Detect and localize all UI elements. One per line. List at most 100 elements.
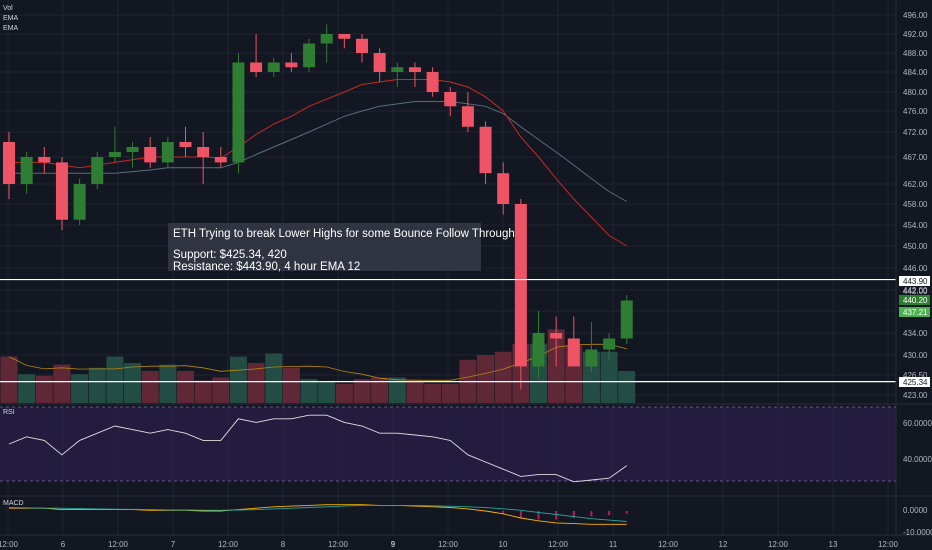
time-tick: 10 <box>499 540 508 549</box>
candle-body[interactable] <box>408 67 421 72</box>
macd-hist-bar <box>590 511 593 517</box>
candle-body[interactable] <box>532 333 545 367</box>
volume-bar <box>159 364 177 403</box>
volume-bar <box>106 356 124 403</box>
time-tick: 9 <box>391 540 396 549</box>
legend-ema-1[interactable]: EMA <box>3 15 19 22</box>
volume-bar <box>494 351 512 403</box>
volume-bar <box>265 353 283 403</box>
volume-bar <box>212 377 230 403</box>
time-axis[interactable]: 12:00 6 12:00 7 12:00 8 12:00 9 12:00 10 12:00 11 12… <box>0 540 899 549</box>
candle-body[interactable] <box>444 92 457 107</box>
candle-body[interactable] <box>161 142 174 163</box>
candle-body[interactable] <box>373 53 386 72</box>
price-tick: 442.00 <box>903 286 928 295</box>
volume-bar <box>618 371 636 403</box>
candle-body[interactable] <box>585 349 598 367</box>
candle-body[interactable] <box>3 142 15 184</box>
price-tick: 488.00 <box>903 49 928 58</box>
volume-bar <box>53 364 71 403</box>
volume-bar <box>0 356 18 403</box>
level-lines[interactable] <box>0 278 896 383</box>
volume-bar <box>300 379 318 403</box>
time-tick: 12:00 <box>768 540 789 549</box>
legend-vol[interactable]: Vol <box>3 5 13 12</box>
candle-body[interactable] <box>179 142 192 147</box>
candle-body[interactable] <box>91 157 104 184</box>
price-tick: 484.00 <box>903 68 928 77</box>
candle-body[interactable] <box>356 38 368 53</box>
candle-body[interactable] <box>497 173 510 204</box>
volume-bar <box>229 356 247 403</box>
price-tick: 430.00 <box>903 351 928 360</box>
volume-bar <box>88 367 106 403</box>
candle-body[interactable] <box>320 34 333 44</box>
volume-bar <box>600 351 618 403</box>
macd-hist-bar <box>519 511 522 518</box>
candle-body[interactable] <box>479 126 492 174</box>
rsi-panel[interactable]: RSI <box>0 406 896 483</box>
candle-body[interactable] <box>197 147 210 157</box>
resistance-badge-label: 443.90 <box>903 277 928 286</box>
price-tick: 480.00 <box>903 88 928 97</box>
candle-body[interactable] <box>73 184 86 220</box>
candle-body[interactable] <box>55 162 68 220</box>
candle-body[interactable] <box>214 157 227 163</box>
legend-ema-2[interactable]: EMA <box>3 25 19 32</box>
volume-bar <box>177 371 194 403</box>
time-tick: 12:00 <box>108 540 129 549</box>
candle-body[interactable] <box>567 338 580 367</box>
macd-panel[interactable]: MACD <box>3 500 628 525</box>
candle-body[interactable] <box>514 204 527 367</box>
candle-body[interactable] <box>391 67 404 72</box>
volume-bar <box>71 374 89 403</box>
candle-body[interactable] <box>285 62 298 68</box>
annotation-title: ETH Trying to break Lower Highs for some… <box>173 228 515 240</box>
macd-tick: 0.0000 <box>903 506 928 515</box>
price-tick: 462.00 <box>903 180 928 189</box>
time-tick: 12:00 <box>658 540 679 549</box>
candle-body[interactable] <box>267 62 280 73</box>
candle-body[interactable] <box>603 338 616 350</box>
volume-bar <box>441 383 459 403</box>
candle-body[interactable] <box>126 147 139 152</box>
candle-body[interactable] <box>550 333 563 339</box>
price-tick: 446.00 <box>903 264 928 273</box>
candle-body[interactable] <box>250 62 263 73</box>
price-tick: 423.00 <box>903 391 928 400</box>
macd-hist-bar <box>555 511 558 520</box>
candle-body[interactable] <box>426 72 439 92</box>
candle-body[interactable] <box>620 300 633 339</box>
price-tick: 492.00 <box>903 30 928 39</box>
macd-hist-bar <box>537 511 540 520</box>
candle-body[interactable] <box>108 152 121 157</box>
candle-body[interactable] <box>232 62 245 163</box>
price-tick: 458.00 <box>903 200 928 209</box>
volume-bar <box>282 367 300 403</box>
volume-bar <box>335 383 353 403</box>
candle-body[interactable] <box>38 157 51 163</box>
time-tick: 12:00 <box>0 540 19 549</box>
time-tick: 7 <box>171 540 176 549</box>
price-tick: 450.00 <box>903 242 928 251</box>
time-tick: 12 <box>719 540 728 549</box>
time-tick: 11 <box>609 540 618 549</box>
volume-bar <box>194 380 212 403</box>
candle-body[interactable] <box>461 106 474 127</box>
candle-body[interactable] <box>338 34 351 39</box>
resistance-badge[interactable] <box>899 276 930 286</box>
candle-body[interactable] <box>144 147 157 163</box>
candle-body[interactable] <box>20 157 33 184</box>
candles[interactable] <box>3 24 633 390</box>
macd-hist-bar <box>572 511 575 518</box>
rsi-tick: 60.0000 <box>903 419 932 428</box>
price-tick: 426.50 <box>903 371 928 380</box>
volume-bar <box>35 375 53 403</box>
candle-body[interactable] <box>303 43 316 68</box>
annotation-box[interactable]: ETH Trying to break Lower Highs for some… <box>168 223 515 273</box>
price-tick: 476.00 <box>903 107 928 116</box>
macd-histogram <box>502 511 628 520</box>
time-tick: 8 <box>281 540 286 549</box>
level-442-label: 442.00 <box>903 287 928 296</box>
